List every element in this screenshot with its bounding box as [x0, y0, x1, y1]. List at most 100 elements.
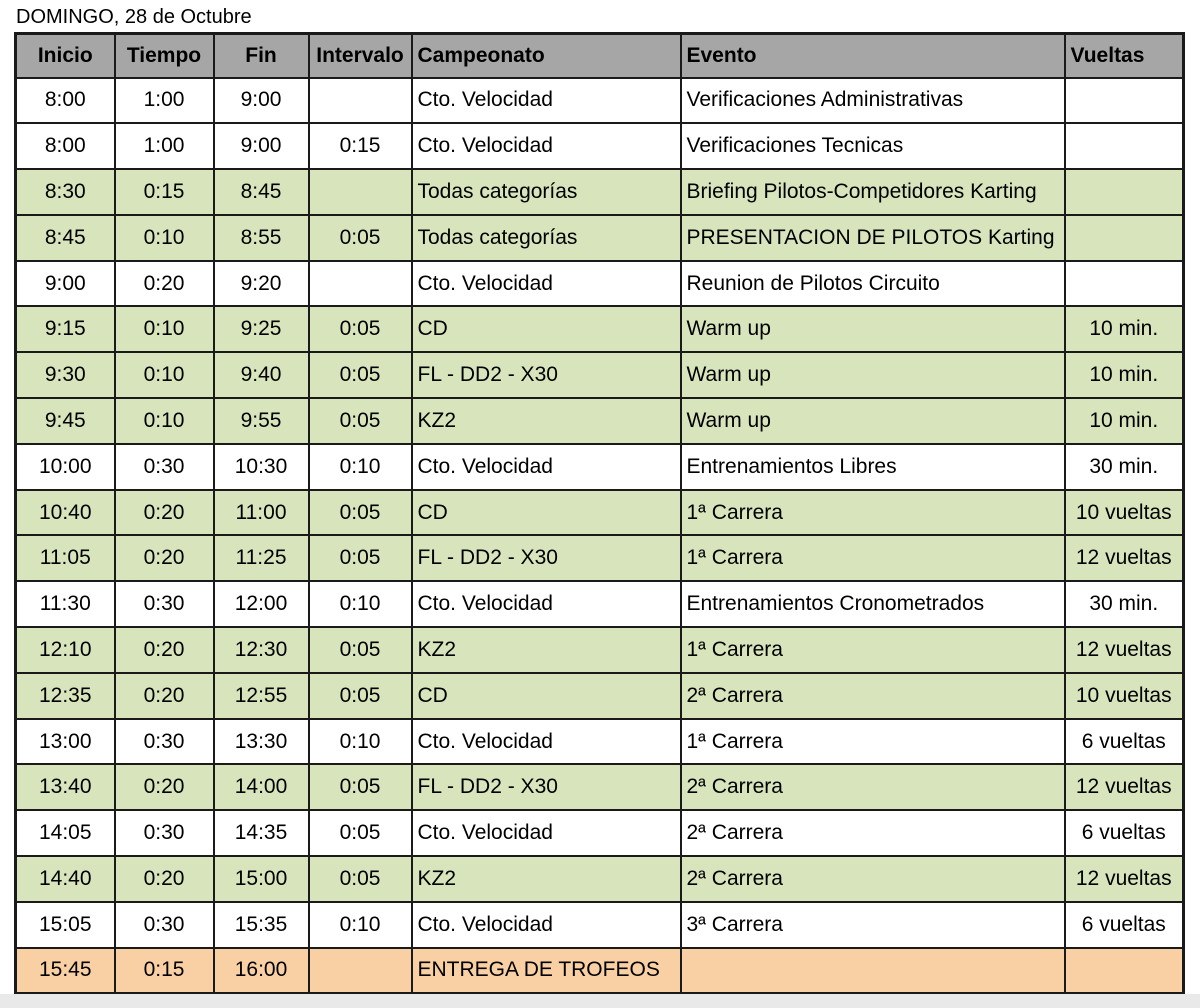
table-row: 13:00 0:30 13:30 0:10 Cto. Velocidad 1ª Carre… [14, 717, 1185, 766]
cell-evento: Briefing Pilotos-Competidores Karting [679, 168, 1066, 216]
table-row: 9:30 0:10 9:40 0:05 FL - DD2 - X30 Warm up 10 … [14, 351, 1185, 400]
cell-tiempo: 1:00 [113, 122, 215, 171]
cell-tiempo: 0:30 [113, 809, 215, 858]
cell-tiempo: 0:15 [113, 168, 215, 216]
cell-campeonato: KZ2 [410, 626, 682, 674]
column-header-tiempo: Tiempo [113, 32, 215, 79]
cell-fin: 10:30 [212, 442, 310, 491]
cell-inicio: 8:00 [14, 76, 116, 125]
page-bottom-margin [0, 994, 1200, 1008]
cell-intervalo [307, 76, 413, 125]
cell-fin: 9:55 [212, 397, 310, 445]
cell-vueltas: 10 min. [1063, 305, 1185, 354]
cell-evento: 1ª Carrera [679, 488, 1066, 537]
table-row: 11:30 0:30 12:00 0:10 Cto. Velocidad Entrenam… [14, 580, 1185, 629]
table-row: 10:00 0:30 10:30 0:10 Cto. Velocidad Entrenam… [14, 442, 1185, 491]
cell-vueltas [1063, 168, 1185, 216]
cell-evento: 2ª Carrera [679, 855, 1066, 903]
cell-campeonato: Cto. Velocidad [410, 122, 682, 171]
cell-campeonato: Cto. Velocidad [410, 76, 682, 125]
cell-inicio: 11:05 [14, 534, 116, 583]
cell-vueltas: 6 vueltas [1063, 900, 1185, 949]
cell-campeonato: CD [410, 671, 682, 720]
cell-campeonato: FL - DD2 - X30 [410, 534, 682, 583]
cell-tiempo: 0:20 [113, 855, 215, 903]
column-header-vueltas: Vueltas [1063, 32, 1185, 79]
cell-vueltas: 10 min. [1063, 397, 1185, 445]
cell-campeonato: CD [410, 488, 682, 537]
cell-fin: 9:00 [212, 76, 310, 125]
cell-tiempo: 0:30 [113, 580, 215, 629]
cell-fin: 8:45 [212, 168, 310, 216]
cell-evento: Warm up [679, 305, 1066, 354]
column-header-fin: Fin [212, 32, 310, 79]
cell-vueltas [1063, 946, 1185, 995]
cell-campeonato: FL - DD2 - X30 [410, 351, 682, 400]
table-row: 10:40 0:20 11:00 0:05 CD 1ª Carrera 10 vueltas [14, 488, 1185, 537]
cell-intervalo: 0:10 [307, 900, 413, 949]
table-row: 9:00 0:20 9:20 Cto. Velocidad Reunion de Pil… [14, 259, 1185, 308]
cell-vueltas [1063, 76, 1185, 125]
cell-intervalo [307, 259, 413, 308]
cell-inicio: 15:05 [14, 900, 116, 949]
cell-evento: 1ª Carrera [679, 534, 1066, 583]
cell-campeonato: Cto. Velocidad [410, 259, 682, 308]
cell-inicio: 9:30 [14, 351, 116, 400]
cell-inicio: 9:45 [14, 397, 116, 445]
cell-fin: 9:25 [212, 305, 310, 354]
cell-tiempo: 0:20 [113, 259, 215, 308]
cell-vueltas: 30 min. [1063, 442, 1185, 491]
cell-evento: 1ª Carrera [679, 626, 1066, 674]
table-row: 13:40 0:20 14:00 0:05 FL - DD2 - X30 2ª Carre… [14, 763, 1185, 812]
cell-vueltas: 6 vueltas [1063, 809, 1185, 858]
cell-fin: 8:55 [212, 213, 310, 262]
cell-campeonato: Cto. Velocidad [410, 442, 682, 491]
cell-evento: PRESENTACION DE PILOTOS Karting [679, 213, 1066, 262]
cell-campeonato: ENTREGA DE TROFEOS [410, 946, 682, 995]
table-row: 12:35 0:20 12:55 0:05 CD 2ª Carrera 10 vueltas [14, 671, 1185, 720]
cell-fin: 12:00 [212, 580, 310, 629]
cell-inicio: 13:40 [14, 763, 116, 812]
cell-campeonato: CD [410, 305, 682, 354]
cell-tiempo: 0:10 [113, 351, 215, 400]
cell-inicio: 14:05 [14, 809, 116, 858]
schedule-table: Inicio Tiempo Fin Intervalo Campeonato Evento… [14, 32, 1185, 995]
cell-vueltas: 10 min. [1063, 351, 1185, 400]
cell-tiempo: 0:10 [113, 305, 215, 354]
cell-intervalo: 0:05 [307, 213, 413, 262]
cell-tiempo: 0:20 [113, 534, 215, 583]
table-row: 12:10 0:20 12:30 0:05 KZ2 1ª Carrera 12 vuelta… [14, 626, 1185, 674]
cell-evento: Verificaciones Tecnicas [679, 122, 1066, 171]
cell-evento: Reunion de Pilotos Circuito [679, 259, 1066, 308]
cell-tiempo: 0:15 [113, 946, 215, 995]
cell-fin: 9:00 [212, 122, 310, 171]
cell-campeonato: Cto. Velocidad [410, 900, 682, 949]
cell-vueltas: 30 min. [1063, 580, 1185, 629]
cell-campeonato: Cto. Velocidad [410, 717, 682, 766]
cell-tiempo: 1:00 [113, 76, 215, 125]
cell-vueltas: 10 vueltas [1063, 488, 1185, 537]
schedule-body: 8:00 1:00 9:00 Cto. Velocidad Verificaciones… [14, 76, 1185, 995]
table-row: 11:05 0:20 11:25 0:05 FL - DD2 - X30 1ª Carre… [14, 534, 1185, 583]
page-title: DOMINGO, 28 de Octubre [16, 6, 252, 28]
cell-vueltas: 6 vueltas [1063, 717, 1185, 766]
cell-inicio: 12:10 [14, 626, 116, 674]
cell-inicio: 8:30 [14, 168, 116, 216]
cell-intervalo [307, 168, 413, 216]
cell-tiempo: 0:20 [113, 488, 215, 537]
cell-intervalo: 0:10 [307, 580, 413, 629]
cell-campeonato: KZ2 [410, 855, 682, 903]
cell-evento: Warm up [679, 397, 1066, 445]
table-row: 8:00 1:00 9:00 0:15 Cto. Velocidad Verificaci… [14, 122, 1185, 171]
cell-fin: 11:25 [212, 534, 310, 583]
cell-tiempo: 0:10 [113, 213, 215, 262]
column-header-inicio: Inicio [14, 32, 116, 79]
cell-evento: 2ª Carrera [679, 763, 1066, 812]
cell-evento: Warm up [679, 351, 1066, 400]
cell-inicio: 11:30 [14, 580, 116, 629]
cell-evento: 1ª Carrera [679, 717, 1066, 766]
cell-fin: 9:20 [212, 259, 310, 308]
table-row: 9:15 0:10 9:25 0:05 CD Warm up 10 min. [14, 305, 1185, 354]
table-row: 15:45 0:15 16:00 ENTREGA DE TROFEOS [14, 946, 1185, 995]
cell-inicio: 10:00 [14, 442, 116, 491]
